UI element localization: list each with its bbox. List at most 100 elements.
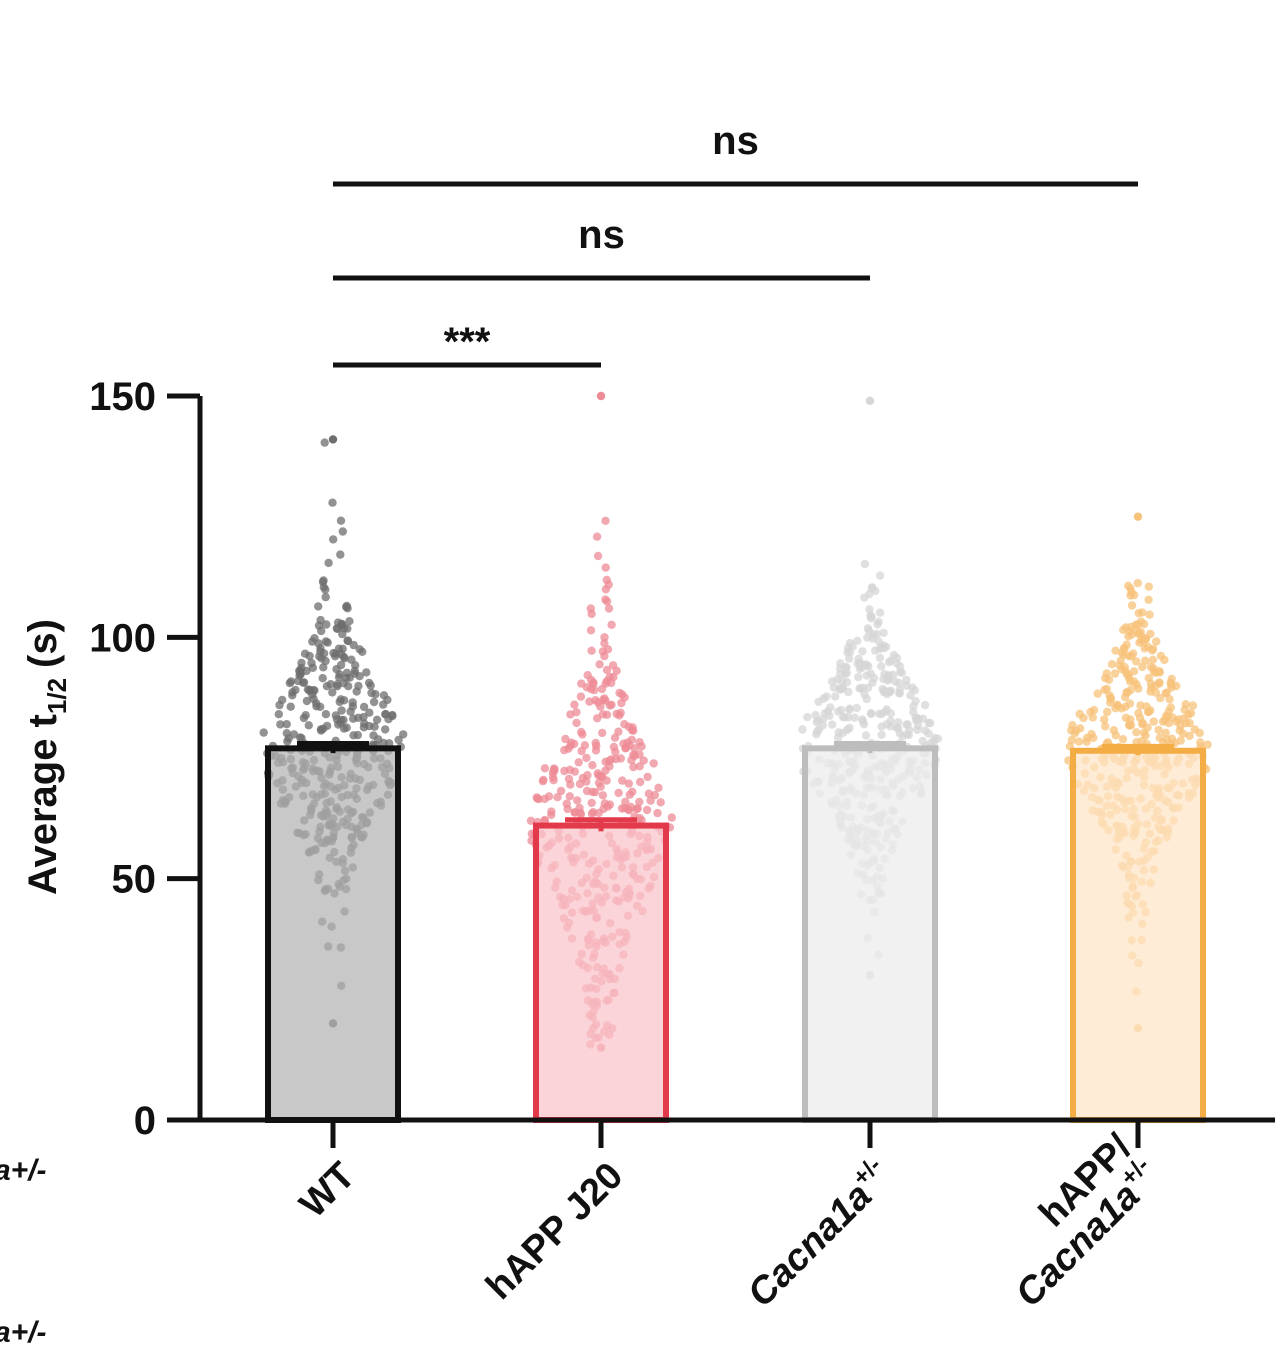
- data-point: [342, 668, 352, 678]
- data-point: [399, 730, 408, 739]
- x-tick-label: hAPP J20: [478, 1155, 631, 1308]
- data-point: [342, 723, 351, 732]
- data-point: [1135, 713, 1145, 723]
- data-point: [328, 435, 338, 444]
- data-point: [1124, 632, 1133, 641]
- data-point: [310, 686, 319, 695]
- data-point: [614, 788, 623, 798]
- data-point: [319, 576, 328, 585]
- data-point: [1111, 646, 1120, 655]
- x-tick-label-main: Cacna1a: [740, 1175, 880, 1315]
- data-point: [339, 679, 348, 688]
- data-point: [297, 734, 306, 743]
- data-point: [540, 794, 549, 804]
- data-point: [276, 720, 285, 729]
- data-point: [886, 716, 895, 726]
- data-point: [335, 670, 344, 679]
- data-point: [1123, 688, 1132, 697]
- data-point: [1100, 715, 1109, 724]
- data-point: [591, 738, 600, 748]
- data-point: [354, 713, 363, 722]
- data-point: [884, 687, 893, 696]
- data-point: [625, 790, 634, 799]
- data-point: [578, 730, 587, 739]
- data-point: [630, 751, 639, 761]
- bar: [533, 822, 669, 1123]
- data-point: [864, 662, 873, 671]
- data-point: [394, 735, 403, 745]
- data-point: [1179, 729, 1188, 738]
- data-point: [1074, 737, 1084, 746]
- data-point: [1149, 717, 1158, 726]
- data-point: [1184, 710, 1193, 719]
- data-point: [1188, 701, 1198, 710]
- data-point: [1145, 610, 1154, 619]
- data-point: [1128, 649, 1138, 658]
- data-point: [1127, 601, 1137, 610]
- x-tick-label-main: WT: [292, 1155, 363, 1226]
- data-point: [884, 671, 893, 680]
- data-point: [877, 730, 886, 739]
- data-point: [653, 808, 662, 818]
- significance-label: ns: [712, 119, 759, 163]
- data-point: [865, 605, 874, 614]
- data-point: [282, 729, 291, 738]
- data-point: [259, 728, 268, 737]
- data-point: [288, 691, 297, 700]
- data-point: [862, 694, 871, 704]
- data-point: [580, 741, 590, 750]
- data-point: [831, 692, 840, 701]
- data-point: [303, 685, 313, 694]
- data-point: [845, 705, 854, 714]
- data-point: [592, 532, 602, 541]
- data-point: [863, 624, 873, 633]
- data-point: [576, 808, 585, 818]
- y-axis-label: Average t1/2 (s): [21, 619, 72, 895]
- data-point: [332, 624, 341, 633]
- data-point: [600, 633, 609, 642]
- data-point: [342, 602, 351, 612]
- data-point: [586, 626, 596, 635]
- data-point: [304, 721, 313, 730]
- data-point: [1103, 707, 1112, 717]
- data-point: [829, 683, 838, 692]
- x-tick-label: Cacna1a+/-: [737, 1152, 900, 1315]
- data-point: [825, 711, 834, 720]
- data-point: [333, 680, 342, 689]
- data-point: [1156, 651, 1166, 661]
- data-point: [587, 646, 596, 655]
- data-point: [1068, 721, 1077, 730]
- data-point: [854, 672, 863, 682]
- data-point: [615, 711, 624, 720]
- data-point: [1110, 669, 1120, 678]
- data-point: [1136, 617, 1146, 626]
- data-point: [627, 725, 637, 735]
- data-point: [667, 813, 676, 822]
- data-point: [840, 713, 849, 722]
- data-point: [871, 646, 880, 655]
- data-point: [343, 624, 352, 633]
- data-point: [892, 653, 902, 663]
- data-point: [598, 791, 608, 800]
- bar: [1070, 747, 1206, 1123]
- data-point: [1185, 731, 1194, 741]
- y-tick-label: 100: [89, 616, 156, 660]
- data-point: [354, 681, 363, 691]
- data-point: [1144, 707, 1153, 717]
- data-point: [533, 794, 542, 803]
- data-point: [1149, 664, 1158, 673]
- data-point: [601, 516, 610, 525]
- data-point: [338, 527, 347, 536]
- data-point: [619, 739, 628, 748]
- data-point: [841, 662, 850, 672]
- data-point: [369, 731, 378, 740]
- data-point: [337, 706, 346, 715]
- data-point: [1121, 702, 1130, 711]
- data-point: [285, 678, 294, 688]
- data-point: [301, 711, 310, 720]
- data-point: [617, 804, 627, 813]
- data-point: [614, 727, 623, 736]
- data-point: [340, 696, 349, 705]
- data-point: [572, 718, 581, 728]
- y-axis-label-sub: 1/2: [42, 678, 72, 714]
